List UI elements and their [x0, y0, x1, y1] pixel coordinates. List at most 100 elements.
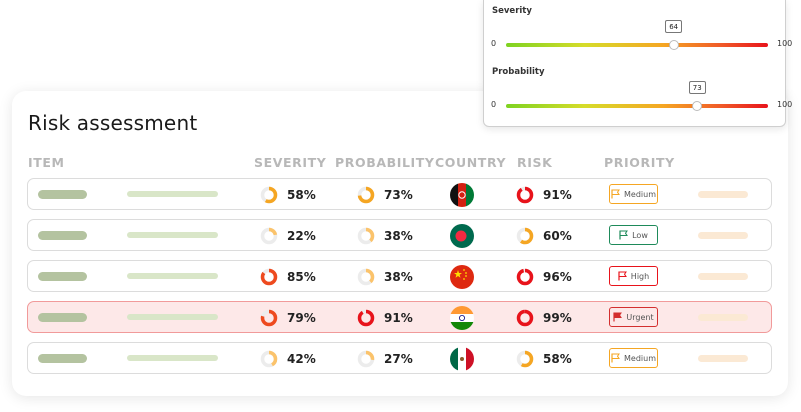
table-row[interactable]: 58% 73% 91% Medium: [27, 178, 772, 210]
page-title: Risk assessment: [28, 111, 198, 135]
probability-cell: 91%: [357, 309, 413, 327]
priority-badge[interactable]: Medium: [609, 184, 658, 204]
risk-ring-icon: [516, 186, 534, 204]
risk-cell: 60%: [516, 227, 572, 245]
severity-ring-icon: [260, 227, 278, 245]
probability-slider-track[interactable]: [506, 104, 768, 108]
afghanistan-flag-icon: [450, 183, 474, 207]
risk-cell: 91%: [516, 186, 572, 204]
risk-value: 91%: [543, 188, 572, 202]
priority-label: Low: [632, 230, 648, 240]
severity-value: 58%: [287, 188, 316, 202]
mexico-flag-icon: [450, 347, 474, 371]
severity-ring-icon: [260, 268, 278, 286]
risk-ring-icon: [516, 309, 534, 327]
severity-slider-label: Severity: [492, 6, 532, 16]
probability-ring-icon: [357, 186, 375, 204]
item-description-placeholder: [127, 273, 218, 279]
severity-cell: 42%: [260, 350, 316, 368]
severity-value: 79%: [287, 311, 316, 325]
severity-ring-icon: [260, 350, 278, 368]
priority-badge[interactable]: Low: [609, 225, 658, 245]
priority-badge[interactable]: Medium: [609, 348, 658, 368]
column-header-country[interactable]: COUNTRY: [435, 155, 507, 170]
priority-badge[interactable]: High: [609, 266, 658, 286]
flag-icon: [618, 271, 631, 281]
table-row[interactable]: 42% 27% 58% Medium: [27, 342, 772, 374]
probability-value: 73%: [384, 188, 413, 202]
india-flag-icon: [450, 306, 474, 330]
probability-slider-value-tooltip: 73: [688, 81, 706, 94]
table-row[interactable]: 85% 38% 96% High: [27, 260, 772, 292]
severity-ring-icon: [260, 309, 278, 327]
severity-slider-track[interactable]: [506, 43, 768, 47]
item-description-placeholder: [127, 355, 218, 361]
row-extra-placeholder: [698, 355, 748, 362]
probability-cell: 38%: [357, 227, 413, 245]
severity-value: 22%: [287, 229, 316, 243]
severity-slider-value-tooltip: 64: [665, 20, 683, 33]
risk-ring-icon: [516, 227, 534, 245]
probability-slider-max: 100: [777, 100, 793, 109]
risk-cell: 58%: [516, 350, 572, 368]
probability-cell: 73%: [357, 186, 413, 204]
probability-value: 27%: [384, 352, 413, 366]
risk-ring-icon: [516, 350, 534, 368]
severity-cell: 85%: [260, 268, 316, 286]
probability-cell: 27%: [357, 350, 413, 368]
probability-value: 38%: [384, 229, 413, 243]
item-name-placeholder: [38, 272, 87, 281]
severity-cell: 22%: [260, 227, 316, 245]
table-row[interactable]: 22% 38% 60% Low: [27, 219, 772, 251]
priority-badge[interactable]: Urgent: [609, 307, 658, 327]
column-header-probability[interactable]: PROBABILITY: [335, 155, 435, 170]
risk-value: 60%: [543, 229, 572, 243]
probability-ring-icon: [357, 268, 375, 286]
row-extra-placeholder: [698, 232, 748, 239]
bangladesh-flag-icon: [450, 224, 474, 248]
flag-icon: [611, 189, 624, 199]
probability-slider-handle[interactable]: [692, 101, 703, 111]
flag-icon: [619, 230, 632, 240]
severity-value: 85%: [287, 270, 316, 284]
priority-label: Medium: [624, 353, 656, 363]
priority-label: High: [630, 271, 650, 281]
item-name-placeholder: [38, 190, 87, 199]
risk-sliders-popup: Severity 0 100 64 Probability 0 100 73: [483, 0, 792, 127]
row-extra-placeholder: [698, 191, 748, 198]
probability-slider-min: 0: [491, 100, 497, 109]
item-description-placeholder: [127, 232, 218, 238]
item-name-placeholder: [38, 231, 87, 240]
severity-value: 42%: [287, 352, 316, 366]
row-extra-placeholder: [698, 273, 748, 280]
risk-value: 58%: [543, 352, 572, 366]
risk-cell: 96%: [516, 268, 572, 286]
probability-value: 38%: [384, 270, 413, 284]
severity-slider-max: 100: [777, 39, 793, 48]
probability-ring-icon: [357, 227, 375, 245]
probability-ring-icon: [357, 350, 375, 368]
risk-value: 96%: [543, 270, 572, 284]
severity-slider-handle[interactable]: [668, 40, 679, 50]
severity-cell: 79%: [260, 309, 316, 327]
risk-ring-icon: [516, 268, 534, 286]
probability-value: 91%: [384, 311, 413, 325]
row-extra-placeholder: [698, 314, 748, 321]
severity-cell: 58%: [260, 186, 316, 204]
priority-label: Urgent: [626, 312, 654, 322]
column-header-priority[interactable]: PRIORITY: [604, 155, 675, 170]
item-name-placeholder: [38, 313, 87, 322]
probability-cell: 38%: [357, 268, 413, 286]
item-description-placeholder: [127, 314, 218, 320]
item-description-placeholder: [127, 191, 218, 197]
severity-slider-min: 0: [491, 39, 497, 48]
flag-icon: [613, 312, 626, 322]
column-header-severity[interactable]: SEVERITY: [254, 155, 327, 170]
risk-cell: 99%: [516, 309, 572, 327]
table-row[interactable]: 79% 91% 99% Urgent: [27, 301, 772, 333]
column-header-item[interactable]: ITEM: [28, 155, 65, 170]
column-header-risk[interactable]: RISK: [517, 155, 553, 170]
item-name-placeholder: [38, 354, 87, 363]
risk-value: 99%: [543, 311, 572, 325]
priority-label: Medium: [624, 189, 656, 199]
